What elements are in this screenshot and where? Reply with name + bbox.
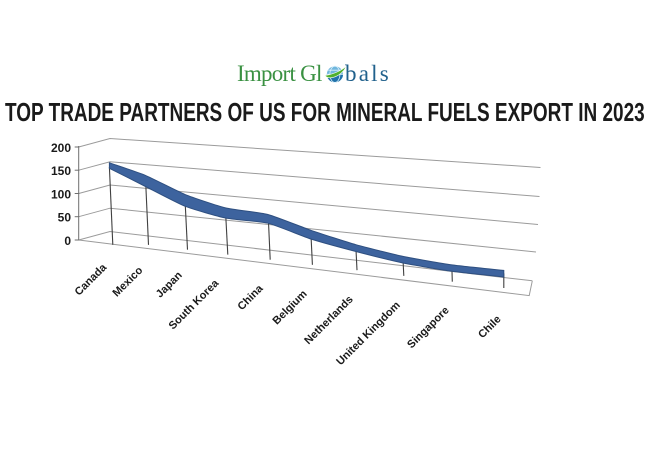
svg-text:Singapore: Singapore	[405, 304, 452, 351]
svg-text:China: China	[236, 282, 267, 313]
svg-text:150: 150	[51, 164, 71, 178]
svg-text:50: 50	[58, 211, 72, 225]
svg-text:0: 0	[64, 234, 71, 248]
svg-text:Chile: Chile	[476, 313, 504, 341]
svg-text:Netherlands: Netherlands	[302, 294, 355, 347]
svg-text:100: 100	[51, 188, 71, 202]
svg-text:200: 200	[51, 141, 71, 155]
svg-text:Mexico: Mexico	[110, 264, 145, 299]
svg-text:Canada: Canada	[73, 261, 110, 298]
svg-text:Belgium: Belgium	[271, 288, 310, 327]
svg-text:Japan: Japan	[154, 269, 185, 300]
